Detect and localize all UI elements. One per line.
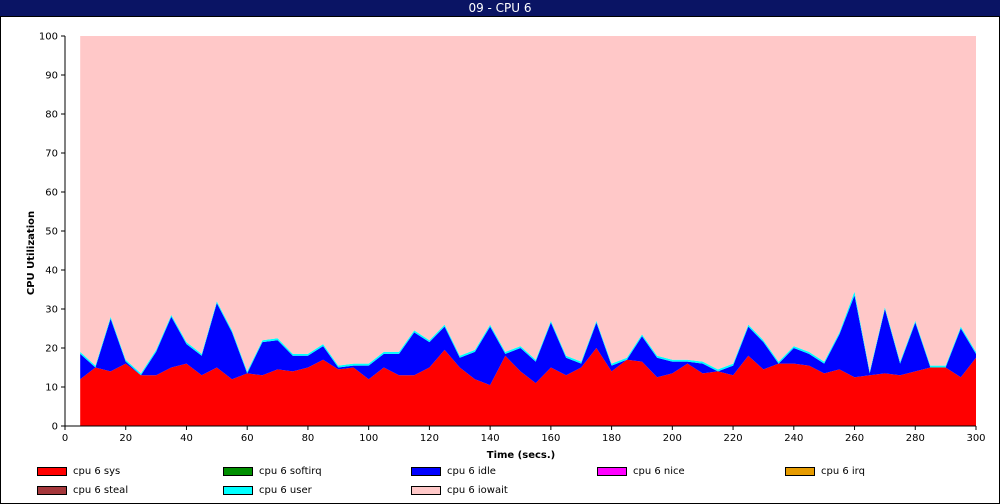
legend-swatch [411, 467, 441, 476]
series-area-cpu-6-sys [80, 348, 976, 426]
y-tick-label: 10 [45, 383, 58, 394]
y-tick-label: 30 [45, 305, 58, 316]
legend-swatch [37, 467, 67, 476]
x-tick-label: 20 [119, 433, 132, 444]
legend-item-cpu-6-irq: cpu 6 irq [785, 466, 965, 478]
x-tick-label: 100 [359, 433, 378, 444]
y-tick-label: 80 [45, 110, 58, 121]
x-tick-label: 300 [966, 433, 985, 444]
legend-item-cpu-6-steal: cpu 6 steal [37, 485, 217, 497]
x-tick-label: 160 [541, 433, 560, 444]
y-axis-label: CPU Utilization [26, 211, 37, 295]
series-area-cpu-6-idle [80, 295, 976, 386]
series-area-cpu-6-user [80, 291, 976, 376]
legend-label: cpu 6 irq [821, 466, 865, 477]
legend-item-cpu-6-iowait: cpu 6 iowait [411, 485, 591, 497]
x-tick-label: 80 [302, 433, 315, 444]
axes: 0 10 20 30 40 50 60 70 80 90 100 0 20 40 60 80 100 120 140… [39, 32, 986, 445]
x-tick-label: 180 [602, 433, 621, 444]
legend-label: cpu 6 iowait [447, 485, 508, 496]
legend-swatch [37, 486, 67, 495]
legend-swatch [411, 486, 441, 495]
legend-label: cpu 6 idle [447, 466, 496, 477]
window-title: 09 - CPU 6 [0, 0, 1000, 16]
y-tick-label: 100 [39, 32, 58, 43]
x-tick-label: 40 [180, 433, 193, 444]
x-tick-label: 200 [663, 433, 682, 444]
legend-label: cpu 6 sys [73, 466, 121, 477]
y-tick-label: 60 [45, 188, 58, 199]
y-tick-label: 90 [45, 71, 58, 82]
legend-item-cpu-6-softirq: cpu 6 softirq [223, 466, 403, 478]
legend-swatch [597, 467, 627, 476]
cpu-utilization-chart: 0 10 20 30 40 50 60 70 80 90 100 0 20 40 60 80 100 120 140… [26, 32, 986, 462]
legend-item-cpu-6-user: cpu 6 user [223, 485, 403, 497]
y-tick-label: 0 [52, 422, 58, 433]
y-tick-label: 20 [45, 344, 58, 355]
legend-item-cpu-6-nice: cpu 6 nice [597, 466, 777, 478]
legend-label: cpu 6 softirq [259, 466, 322, 477]
legend-label: cpu 6 steal [73, 485, 129, 496]
x-tick-label: 60 [241, 433, 254, 444]
legend-swatch [785, 467, 815, 476]
x-tick-label: 280 [906, 433, 925, 444]
x-tick-label: 220 [724, 433, 743, 444]
x-tick-label: 140 [481, 433, 500, 444]
x-tick-label: 260 [845, 433, 864, 444]
y-tick-label: 70 [45, 149, 58, 160]
legend-item-cpu-6-sys: cpu 6 sys [37, 466, 217, 478]
x-tick-label: 120 [420, 433, 439, 444]
plot-area [80, 36, 976, 426]
series-area-cpu-6-iowait [80, 36, 976, 374]
y-tick-label: 50 [45, 227, 58, 238]
chart-panel: 0 10 20 30 40 50 60 70 80 90 100 0 20 40 60 80 100 120 140… [0, 16, 1000, 504]
x-tick-label: 0 [62, 433, 68, 444]
legend-item-cpu-6-idle: cpu 6 idle [411, 466, 591, 478]
legend-label: cpu 6 user [259, 485, 312, 496]
y-tick-label: 40 [45, 266, 58, 277]
x-axis-label: Time (secs.) [487, 450, 556, 461]
x-tick-label: 240 [784, 433, 803, 444]
legend-swatch [223, 486, 253, 495]
legend-label: cpu 6 nice [633, 466, 685, 477]
legend-swatch [223, 467, 253, 476]
